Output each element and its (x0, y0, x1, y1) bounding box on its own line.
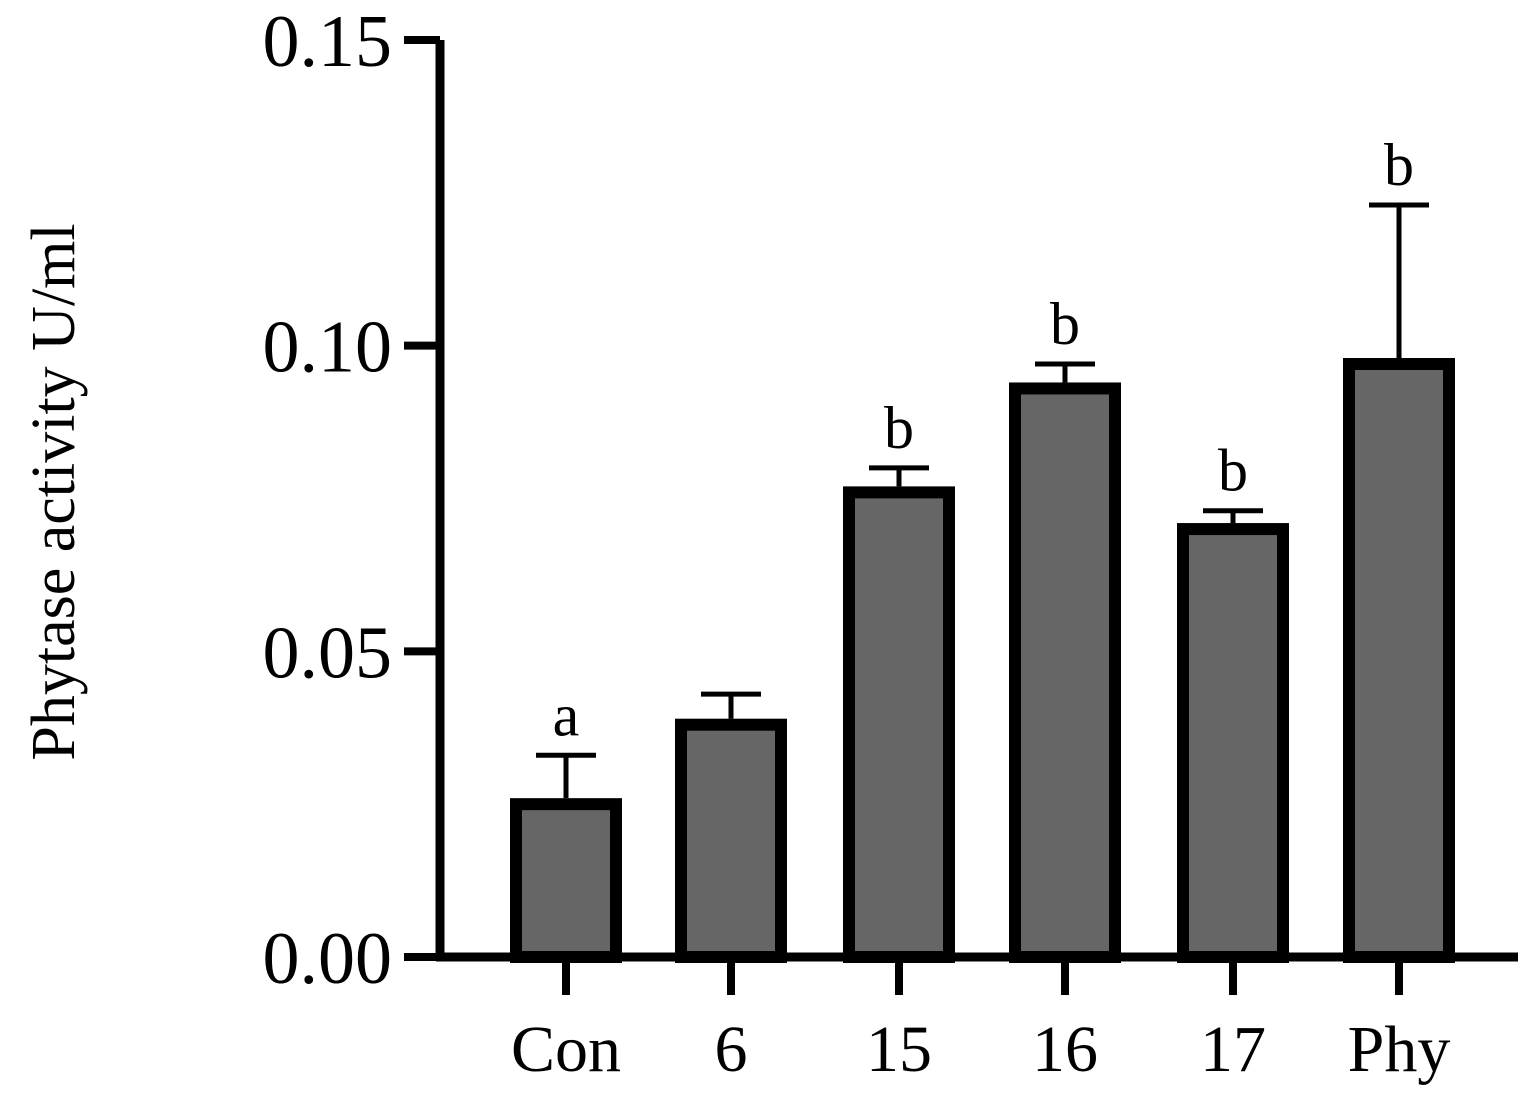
error-bars-group (536, 202, 1429, 799)
significance-label-phy: b (1384, 132, 1414, 198)
x-tick-label-17: 17 (1200, 1013, 1266, 1086)
bar-phy (1343, 358, 1455, 963)
bar-con (510, 798, 622, 964)
x-tick-label-con: Con (511, 1013, 621, 1086)
significance-label-16: b (1050, 291, 1080, 357)
y-axis-title: Phytase activity U/ml (20, 223, 88, 760)
bar-15 (843, 486, 955, 963)
y-tick-label-3: 0.15 (263, 1, 393, 83)
x-tick-label-phy: Phy (1348, 1013, 1451, 1086)
y-tick-label-1: 0.05 (263, 612, 393, 694)
bar-17 (1177, 523, 1289, 963)
significance-label-17: b (1218, 438, 1248, 504)
y-tick-label-2: 0.10 (263, 307, 393, 389)
axes-group (404, 36, 1518, 995)
y-axis-title-group: Phytase activity U/ml (20, 223, 88, 760)
bars-group (510, 358, 1455, 964)
significance-label-con: a (553, 682, 580, 748)
x-tick-label-16: 16 (1032, 1013, 1098, 1086)
y-tick-label-0: 0.00 (263, 918, 393, 1000)
labels-group: a Con 6 b 15 b 16 b 17 b Phy 0.00 0.05 0.10 0.15 (263, 1, 1451, 1086)
bar-16 (1009, 382, 1121, 963)
x-tick-label-15: 15 (866, 1013, 932, 1086)
x-tick-label-6: 6 (715, 1013, 748, 1086)
bar-6 (675, 718, 787, 964)
significance-label-15: b (884, 395, 914, 461)
